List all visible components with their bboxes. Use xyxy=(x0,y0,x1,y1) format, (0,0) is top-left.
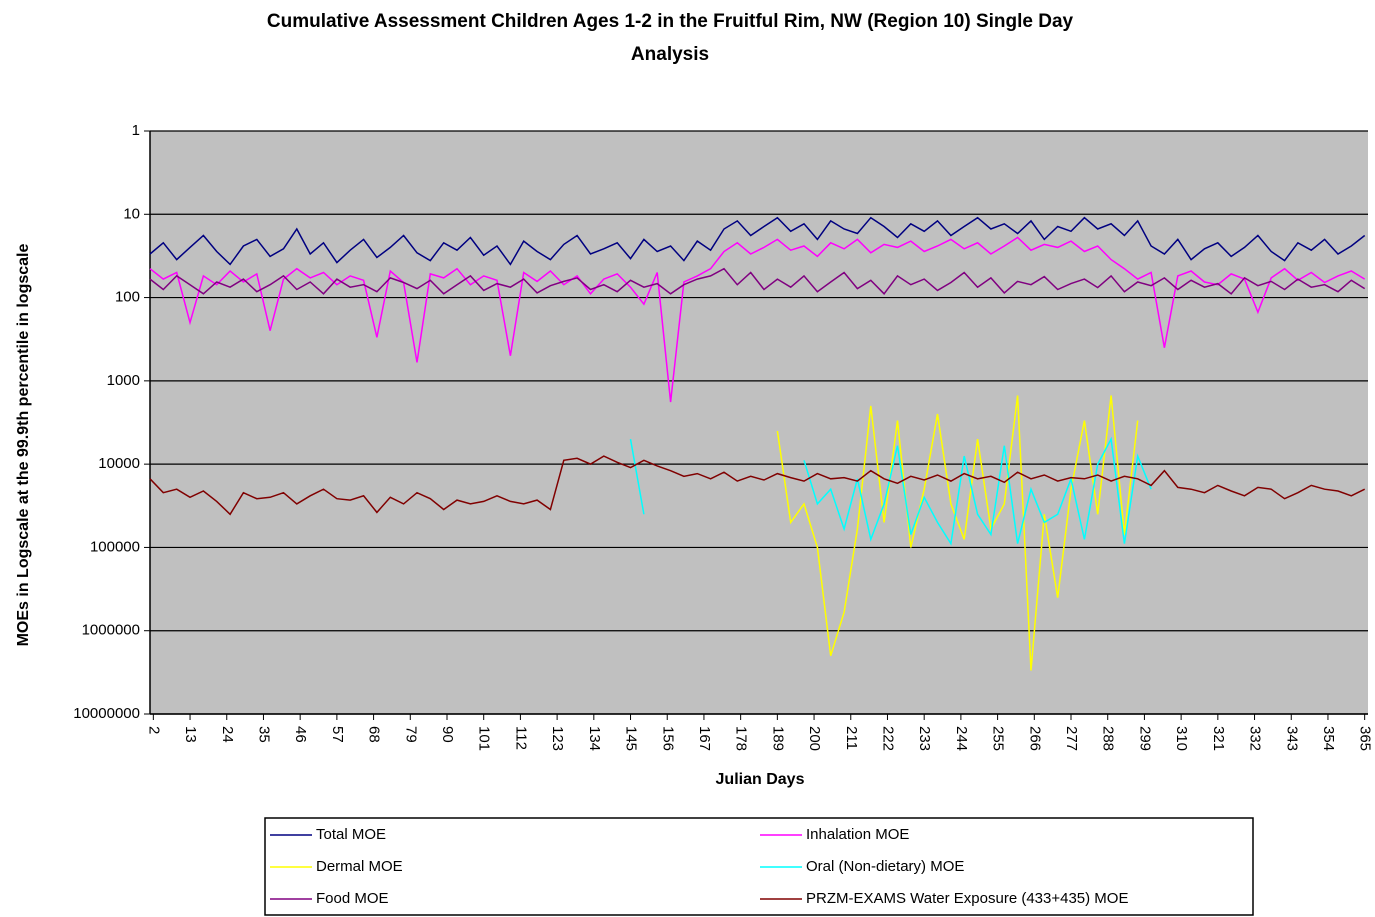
plot-area xyxy=(150,131,1368,714)
y-tick-label: 1000 xyxy=(107,372,140,389)
x-tick-label: 145 xyxy=(623,726,640,751)
x-tick-label: 365 xyxy=(1357,726,1374,751)
series-line xyxy=(149,455,1366,516)
x-tick-label: 112 xyxy=(512,726,529,750)
x-axis-label: Julian Days xyxy=(716,771,805,788)
legend-label: Total MOE xyxy=(316,826,386,843)
y-tick-label: 100000 xyxy=(90,538,140,555)
x-tick-label: 233 xyxy=(916,726,933,751)
y-tick-label: 10 xyxy=(123,205,140,222)
x-tick-label: 46 xyxy=(292,726,309,743)
x-tick-label: 354 xyxy=(1320,726,1337,751)
x-tick-label: 222 xyxy=(880,726,897,751)
x-tick-label: 101 xyxy=(476,726,493,751)
chart-title: Analysis xyxy=(631,44,709,65)
y-tick-label: 10000000 xyxy=(73,705,140,722)
series-line xyxy=(629,436,1152,546)
x-tick-label: 134 xyxy=(586,726,603,751)
x-tick-label: 343 xyxy=(1283,726,1300,751)
x-tick-label: 2 xyxy=(145,726,162,734)
x-tick-label: 35 xyxy=(255,726,272,743)
legend-label: Dermal MOE xyxy=(316,858,403,875)
legend-label: Inhalation MOE xyxy=(806,826,909,843)
x-tick-label: 79 xyxy=(402,726,419,743)
y-tick-label: 1 xyxy=(132,122,140,139)
legend-box xyxy=(264,817,1254,916)
x-tick-label: 321 xyxy=(1210,726,1227,751)
x-tick-label: 178 xyxy=(733,726,750,751)
y-tick-label: 10000 xyxy=(98,455,140,472)
legend-label: Oral (Non-dietary) MOE xyxy=(806,858,964,875)
x-tick-label: 90 xyxy=(439,726,456,743)
series-line xyxy=(149,216,1366,266)
chart-title: Cumulative Assessment Children Ages 1-2 … xyxy=(267,11,1074,32)
x-tick-label: 299 xyxy=(1136,726,1153,751)
y-tick-label: 1000000 xyxy=(82,622,140,639)
legend-label: PRZM-EXAMS Water Exposure (433+435) MOE xyxy=(806,890,1128,907)
x-tick-label: 167 xyxy=(696,726,713,751)
x-tick-label: 123 xyxy=(549,726,566,751)
x-tick-label: 266 xyxy=(1026,726,1043,751)
x-tick-label: 13 xyxy=(182,726,199,743)
legend-label: Food MOE xyxy=(316,890,389,907)
x-tick-label: 277 xyxy=(1063,726,1080,751)
x-tick-label: 332 xyxy=(1247,726,1264,751)
x-tick-label: 57 xyxy=(329,726,346,743)
x-tick-label: 310 xyxy=(1173,726,1190,751)
series-line xyxy=(776,395,1139,671)
x-tick-label: 200 xyxy=(806,726,823,751)
series-line xyxy=(149,236,1366,403)
x-tick-label: 255 xyxy=(990,726,1007,751)
series-line xyxy=(149,267,1366,295)
x-tick-label: 244 xyxy=(953,726,970,751)
x-tick-label: 68 xyxy=(366,726,383,743)
x-tick-label: 288 xyxy=(1100,726,1117,751)
x-tick-label: 24 xyxy=(219,726,236,743)
y-axis-label: MOEs in Logscale at the 99.9th percentil… xyxy=(15,244,32,647)
x-tick-label: 211 xyxy=(843,726,860,750)
x-tick-label: 189 xyxy=(769,726,786,751)
y-tick-label: 100 xyxy=(115,289,140,306)
x-tick-label: 156 xyxy=(659,726,676,751)
